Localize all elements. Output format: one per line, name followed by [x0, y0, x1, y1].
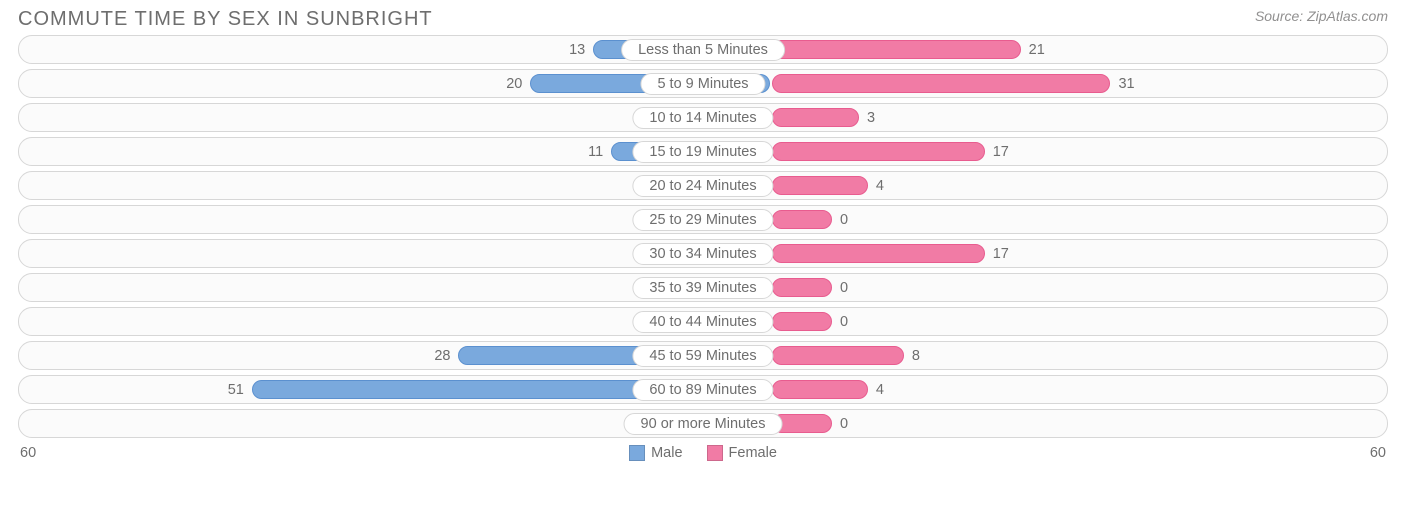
legend-item-female: Female	[707, 445, 777, 461]
chart-area: 13 21 Less than 5 Minutes 20 31 5 to 9 Minute…	[0, 35, 1406, 438]
female-bar	[772, 380, 868, 399]
data-row: 0420 to 24 Minutes	[18, 171, 1388, 200]
category-label: 20 to 24 Minutes	[632, 175, 773, 197]
data-row: 21730 to 34 Minutes	[18, 239, 1388, 268]
male-swatch-icon	[629, 445, 645, 461]
legend-male-label: Male	[651, 445, 682, 461]
male-value: 13	[569, 42, 585, 58]
data-row: 11 17 15 to 19 Minutes	[18, 137, 1388, 166]
chart-header: COMMUTE TIME BY SEX IN SUNBRIGHT Source:…	[0, 0, 1406, 35]
data-row: 13 21 Less than 5 Minutes	[18, 35, 1388, 64]
female-value: 4	[876, 178, 884, 194]
category-label: 35 to 39 Minutes	[632, 277, 773, 299]
axis-right-label: 60	[1370, 445, 1386, 461]
female-value: 17	[993, 246, 1009, 262]
category-label: 90 or more Minutes	[624, 413, 783, 435]
male-value: 51	[228, 382, 244, 398]
category-label: Less than 5 Minutes	[621, 39, 785, 61]
category-label: 15 to 19 Minutes	[632, 141, 773, 163]
female-bar	[772, 40, 1021, 59]
category-label: 60 to 89 Minutes	[632, 379, 773, 401]
legend-item-male: Male	[629, 445, 682, 461]
chart-source: Source: ZipAtlas.com	[1255, 8, 1388, 24]
female-bar	[772, 278, 832, 297]
legend: Male Female	[629, 445, 777, 461]
male-value: 28	[434, 348, 450, 364]
female-bar	[772, 108, 859, 127]
female-value: 21	[1029, 42, 1045, 58]
category-label: 40 to 44 Minutes	[632, 311, 773, 333]
data-row: 51 4 60 to 89 Minutes	[18, 375, 1388, 404]
legend-female-label: Female	[729, 445, 777, 461]
female-value: 3	[867, 110, 875, 126]
female-bar	[772, 346, 904, 365]
female-value: 0	[840, 416, 848, 432]
female-value: 0	[840, 314, 848, 330]
female-bar	[772, 142, 985, 161]
female-value: 17	[993, 144, 1009, 160]
female-bar	[772, 74, 1110, 93]
female-bar	[772, 244, 985, 263]
female-swatch-icon	[707, 445, 723, 461]
data-row: 6310 to 14 Minutes	[18, 103, 1388, 132]
data-row: 28 8 45 to 59 Minutes	[18, 341, 1388, 370]
female-value: 0	[840, 212, 848, 228]
category-label: 30 to 34 Minutes	[632, 243, 773, 265]
category-label: 45 to 59 Minutes	[632, 345, 773, 367]
axis-left-label: 60	[20, 445, 36, 461]
female-bar	[772, 176, 868, 195]
data-row: 20 31 5 to 9 Minutes	[18, 69, 1388, 98]
female-bar	[772, 210, 832, 229]
data-row: 0040 to 44 Minutes	[18, 307, 1388, 336]
data-row: 0025 to 29 Minutes	[18, 205, 1388, 234]
female-value: 0	[840, 280, 848, 296]
category-label: 25 to 29 Minutes	[632, 209, 773, 231]
female-bar	[772, 312, 832, 331]
female-value: 4	[876, 382, 884, 398]
chart-title: COMMUTE TIME BY SEX IN SUNBRIGHT	[18, 8, 433, 31]
data-row: 0035 to 39 Minutes	[18, 273, 1388, 302]
male-value: 20	[506, 76, 522, 92]
category-label: 10 to 14 Minutes	[632, 107, 773, 129]
female-value: 31	[1118, 76, 1134, 92]
category-label: 5 to 9 Minutes	[640, 73, 765, 95]
female-value: 8	[912, 348, 920, 364]
male-value: 11	[588, 144, 603, 160]
data-row: 0090 or more Minutes	[18, 409, 1388, 438]
chart-footer: 60 Male Female 60	[0, 443, 1406, 467]
